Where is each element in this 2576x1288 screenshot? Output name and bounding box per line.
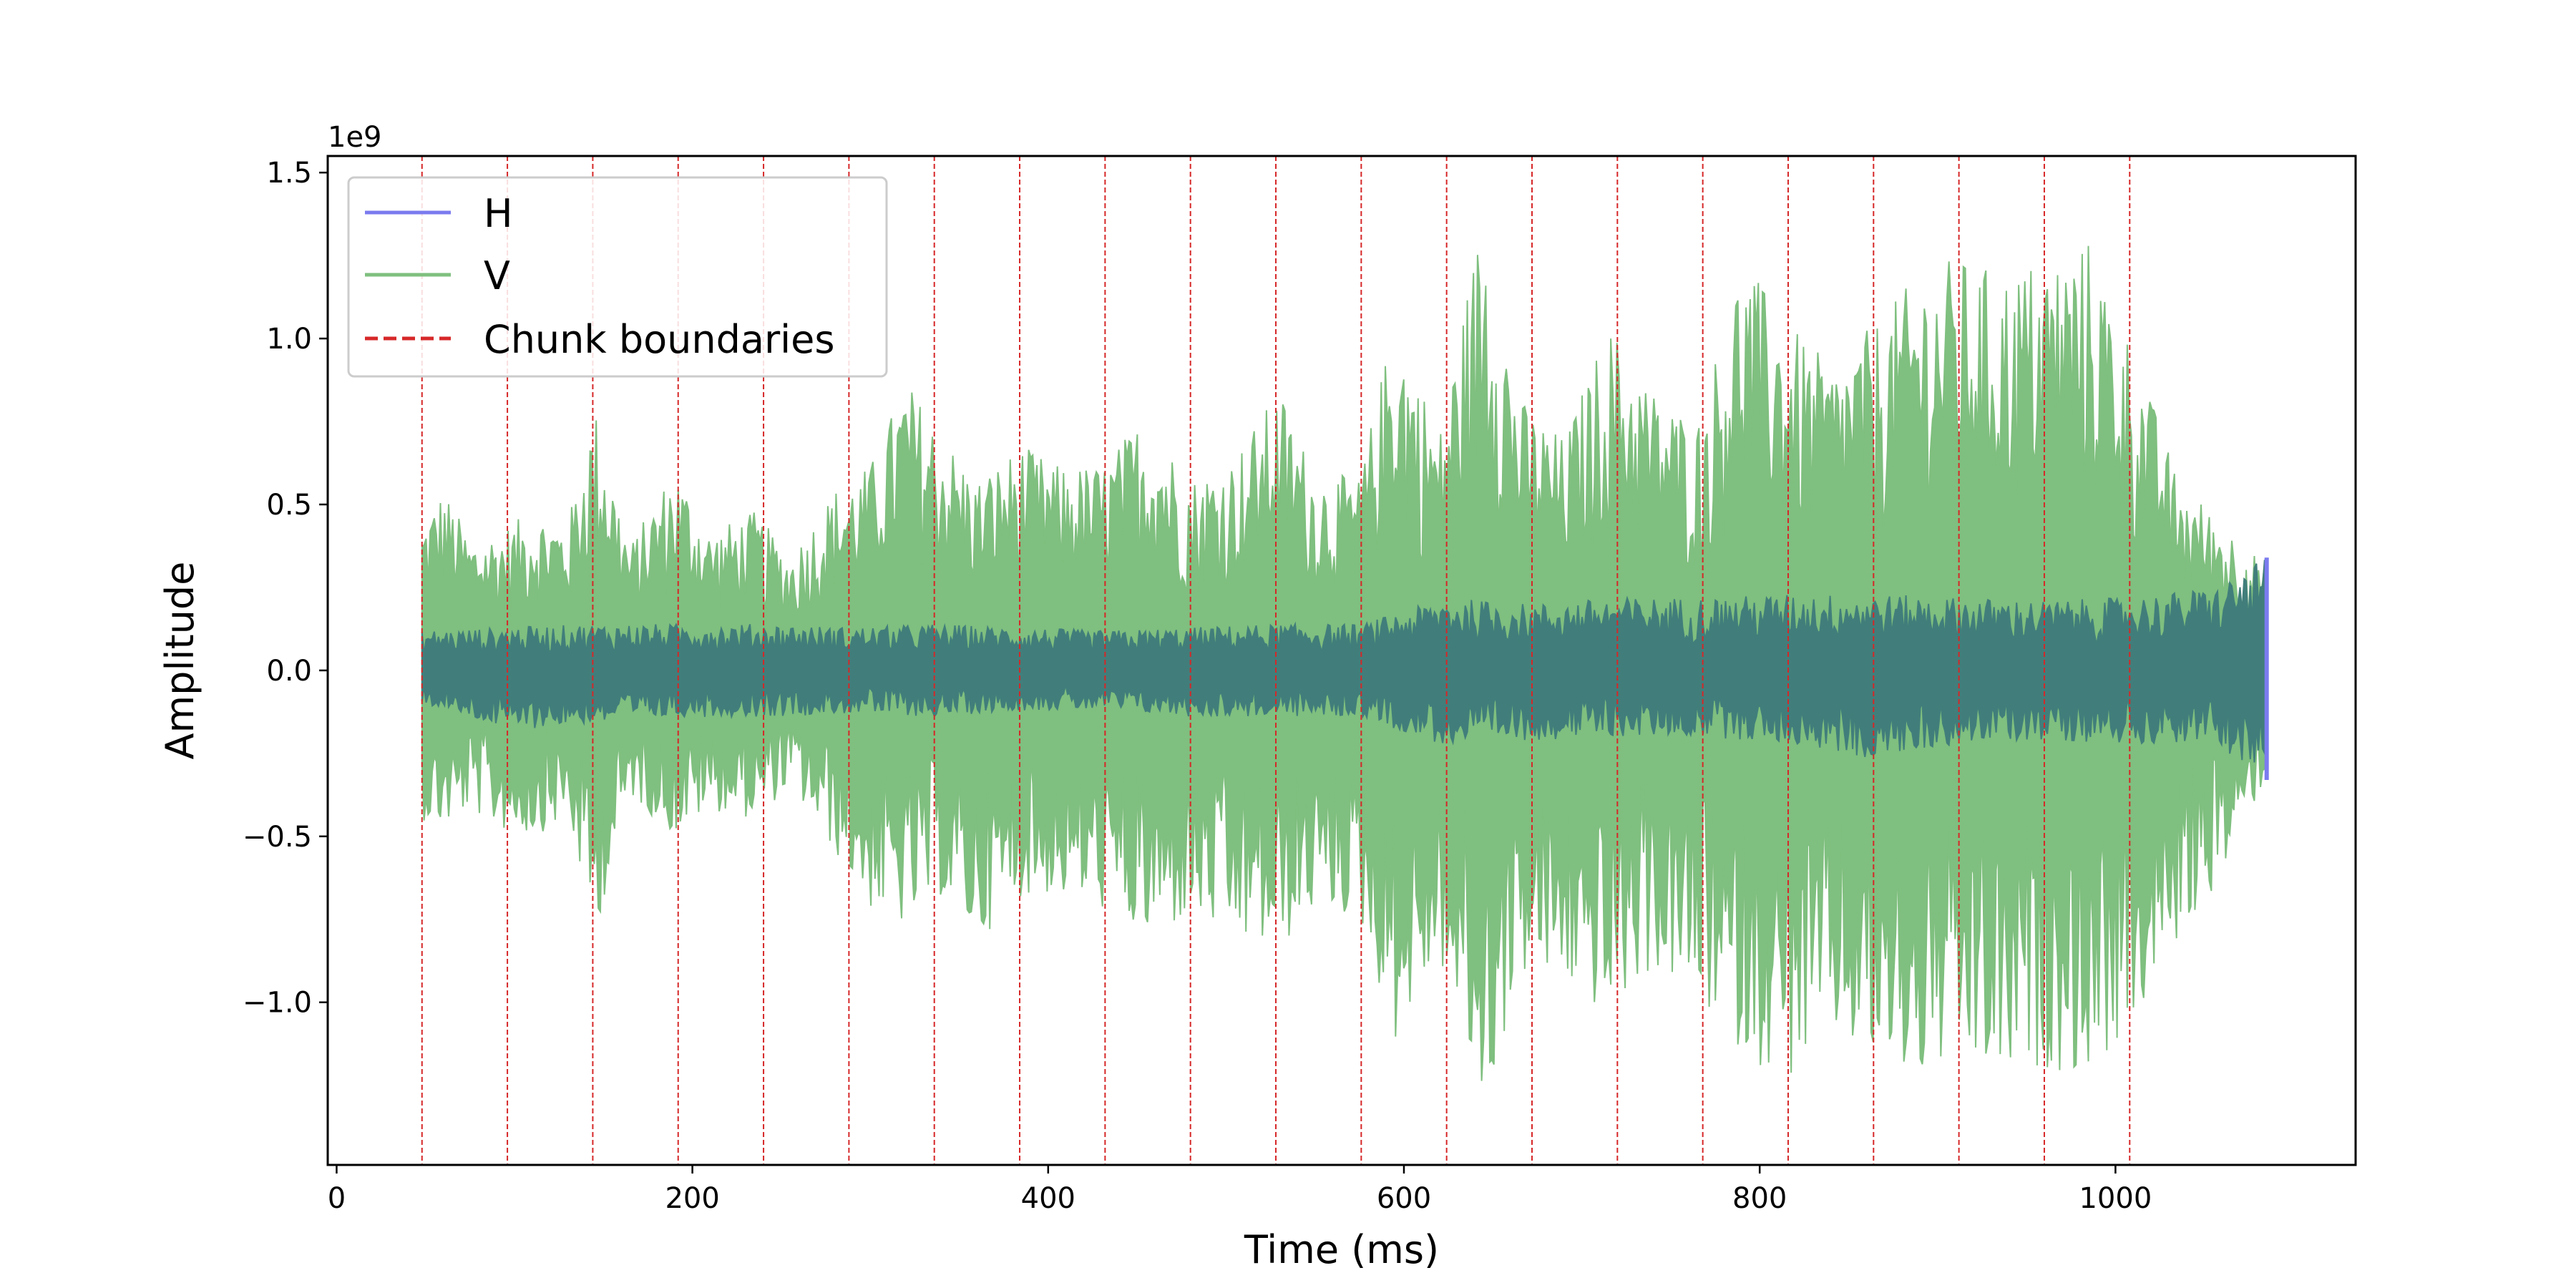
plot-area	[421, 156, 2269, 1165]
y-offset-label: 1e9	[328, 121, 382, 154]
x-tick-label: 600	[1377, 1182, 1431, 1215]
x-tick-label: 200	[665, 1182, 719, 1215]
y-tick-label: 1.0	[266, 323, 312, 356]
y-tick-label: 1.5	[266, 157, 312, 190]
series-layer	[421, 245, 2269, 1081]
legend-label-chunk-boundaries: Chunk boundaries	[484, 317, 835, 362]
x-tick-label: 0	[328, 1182, 346, 1215]
axes-frame	[326, 155, 2357, 1166]
y-tick-label: −1.0	[243, 987, 312, 1020]
y-tick-label: −0.5	[243, 821, 312, 854]
legend-box	[347, 176, 888, 378]
x-axis-title: Time (ms)	[1244, 1227, 1439, 1272]
y-axis-ticks: −1.0 −0.5 0.0 0.5 1.0 1.5	[243, 157, 328, 1020]
y-tick-label: 0.0	[266, 655, 312, 688]
legend-label-h: H	[484, 191, 513, 236]
x-tick-label: 1000	[2079, 1182, 2152, 1215]
legend-label-v: V	[484, 253, 510, 298]
y-axis-title: Amplitude	[157, 562, 203, 760]
legend: H V Chunk boundaries	[347, 176, 888, 378]
x-tick-label: 800	[1732, 1182, 1787, 1215]
x-tick-label: 400	[1021, 1182, 1075, 1215]
x-axis-ticks: 0 200 400 600 800 1000	[328, 1165, 2152, 1215]
y-tick-label: 0.5	[266, 489, 312, 522]
